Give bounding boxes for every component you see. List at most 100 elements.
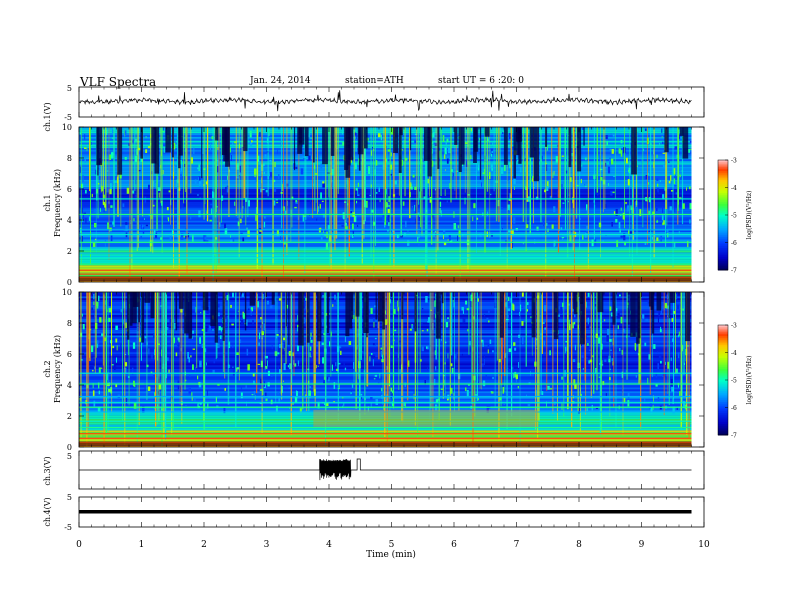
- ch1-spec-speckle: [576, 185, 579, 187]
- colorbar-segment: [718, 420, 728, 423]
- colorbar-segment: [718, 343, 728, 346]
- ch2-spec-sferic: [494, 292, 496, 408]
- ch2-spec-speckle: [572, 308, 574, 312]
- ch1-spec-sferic: [220, 127, 222, 223]
- ch2-spec-speckle: [120, 309, 122, 313]
- ch1-spec-speckle: [95, 238, 97, 241]
- ch2-spec-sferic: [683, 292, 685, 375]
- ch2-spec-ytick-label: 0: [67, 443, 72, 452]
- ch1-spec-speckle: [546, 186, 549, 191]
- ch1-waveform-line: [78, 90, 692, 112]
- ch1-spec-sferic: [425, 127, 427, 270]
- ch1-spec-sferic: [459, 127, 461, 280]
- ch1-spec-speckle: [266, 137, 269, 144]
- ch2-spec-sferic: [171, 292, 173, 435]
- ch1-spec-sferic: [631, 127, 633, 277]
- ch1-spec-speckle: [152, 204, 155, 207]
- ch2-spec-speckle: [192, 348, 195, 350]
- ch1-spec-dark-patch: [398, 127, 402, 173]
- ch2-spec-speckle: [205, 407, 207, 412]
- ch1-spec-speckle: [531, 176, 534, 179]
- ch2-spec-speckle: [199, 337, 201, 342]
- colorbar-segment: [718, 218, 728, 221]
- ch2-spec-speckle: [518, 362, 519, 368]
- colorbar-segment: [718, 387, 728, 390]
- ch2-spec-speckle: [420, 359, 422, 362]
- ch1-spec-sferic: [525, 127, 527, 252]
- colorbar-segment: [718, 389, 728, 392]
- ch2-spec-speckle: [565, 312, 567, 315]
- ch1-spec-sferic: [186, 127, 187, 216]
- ch2-spec-sferic: [89, 292, 90, 358]
- ch2-spec-dark-patch: [375, 292, 377, 320]
- ch1-spec-speckle: [657, 183, 659, 187]
- ch1-spec-sferic: [567, 127, 569, 259]
- colorbar-segment: [718, 220, 728, 223]
- ch2-spec-sferic: [474, 292, 476, 417]
- ch2-spec-speckle: [133, 402, 137, 409]
- ch1-spec-speckle: [610, 133, 612, 135]
- ch1-spec-speckle: [191, 157, 193, 164]
- colorbar-segment: [718, 262, 728, 265]
- ch2-spec-dark-patch: [628, 292, 630, 325]
- ch1-spec-speckle: [555, 156, 559, 163]
- ch2-spec-speckle: [144, 336, 147, 339]
- ch2-spec-sferic: [122, 292, 123, 421]
- ch2-spec-sferic: [649, 292, 651, 395]
- ch2-spec-sferic: [479, 292, 481, 389]
- ch2-spec-speckle: [92, 369, 94, 372]
- ch1-spec-sferic: [161, 127, 163, 253]
- ch2-spec-speckle: [601, 316, 603, 322]
- ch1-spec-speckle: [352, 234, 354, 238]
- ch1-spec-speckle: [647, 159, 649, 164]
- ch1-spec-speckle: [174, 165, 176, 173]
- ch2-spec-speckle: [498, 359, 501, 363]
- ch1-spec-speckle: [216, 206, 218, 208]
- ch1-spec-speckle: [262, 163, 265, 166]
- colorbar-segment: [718, 398, 728, 401]
- ch2-spec-speckle: [184, 405, 187, 408]
- ch1-spec-speckle: [627, 205, 630, 212]
- ch1-spec-speckle: [291, 196, 294, 199]
- ch1-spec-dark-patch: [178, 127, 183, 156]
- ch2-spec-speckle: [478, 363, 479, 369]
- ch2-spec-speckle: [282, 343, 284, 349]
- ch1-spec-speckle: [422, 158, 424, 162]
- ch1-spec-sferic: [291, 127, 293, 228]
- ch1-spec-speckle: [104, 203, 106, 208]
- ch2-spec-speckle: [333, 382, 336, 389]
- ch1-spec-sferic: [235, 127, 238, 216]
- ch2-spec-speckle: [192, 330, 194, 334]
- colorbar-tick-label: -4: [731, 185, 737, 192]
- ch2-spec-speckle: [253, 390, 255, 395]
- ch1-spec-speckle: [620, 235, 623, 239]
- ch2-spec-sferic: [203, 292, 205, 422]
- ch2-spec-dark-patch: [377, 292, 384, 322]
- ch2-spec-sferic: [172, 292, 174, 430]
- ch2-spec-speckle: [153, 332, 155, 338]
- ch2-spec-speckle: [188, 388, 191, 395]
- ch1-spec-speckle: [502, 131, 504, 134]
- ch2-spec-dark-patch: [96, 292, 98, 302]
- ch1-spec-speckle: [444, 154, 446, 159]
- ch1-spec-speckle: [181, 164, 183, 171]
- ch1-spec-speckle: [689, 140, 692, 143]
- ch2-spec-speckle: [232, 345, 234, 348]
- ch1-spec-speckle: [84, 134, 86, 140]
- colorbar-segment: [718, 193, 728, 196]
- ch2-spec-sferic: [506, 292, 508, 429]
- ch2-spec-sferic: [276, 292, 278, 357]
- ch2-spec-dark-patch: [499, 292, 504, 338]
- ch1-spec-speckle: [137, 220, 139, 227]
- ch4-waveform-line: [79, 510, 692, 514]
- ch1-spec-speckle: [596, 186, 597, 189]
- ch1-spec-speckle: [678, 231, 680, 234]
- ch1-spec-speckle: [125, 225, 128, 232]
- ch2-spec-speckle: [513, 342, 516, 346]
- ch2-spec-image: [79, 292, 692, 447]
- ch1-spec-speckle: [630, 205, 632, 210]
- ch1-spec-narrowband-line: [79, 229, 692, 231]
- ch2-spec-speckle: [309, 386, 312, 388]
- ch1-spec-sferic: [574, 127, 575, 280]
- ch2-spec-speckle: [492, 350, 494, 353]
